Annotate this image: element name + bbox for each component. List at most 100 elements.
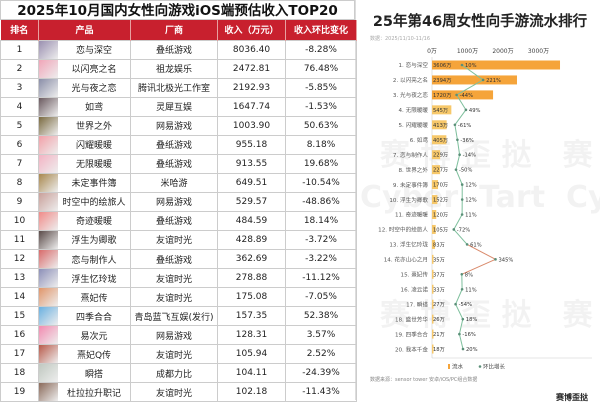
growth-point — [494, 258, 497, 261]
data-source: 数据来源：sensor tower 安卓/iOS/PC组合数据 — [370, 376, 477, 383]
product-name: 熹妃Q传 — [58, 351, 111, 361]
revenue-cell: 278.88 — [218, 269, 286, 288]
publisher-cell: 米哈游 — [131, 173, 218, 192]
revenue-label: 35万 — [433, 256, 445, 263]
product-cell: 无限暖暖 — [39, 154, 131, 173]
rank-cell: 1 — [1, 40, 39, 59]
growth-label: 221% — [486, 78, 501, 84]
brand-label: 赛博歪挞 — [556, 392, 588, 403]
category-label: 20. 我本千金 — [395, 345, 428, 353]
revenue-cell: 128.31 — [218, 326, 286, 345]
revenue-label: 413万 — [433, 122, 448, 129]
growth-point — [461, 183, 464, 186]
revenue-label: 227万 — [433, 167, 448, 174]
growth-label: -16% — [462, 332, 475, 338]
product-name: 杜拉拉升职记 — [48, 389, 121, 399]
growth-point — [462, 318, 465, 321]
growth-point — [454, 124, 457, 127]
game-icon — [39, 269, 58, 287]
category-label: 8. 世界之外 — [399, 166, 429, 174]
rank-cell: 6 — [1, 135, 39, 154]
game-icon — [39, 193, 58, 211]
revenue-cell: 2472.81 — [218, 59, 286, 78]
publisher-cell: 网易游戏 — [131, 192, 218, 211]
growth-point — [455, 168, 458, 171]
revenue-cell: 2192.93 — [218, 78, 286, 97]
change-cell: 8.18% — [286, 135, 357, 154]
growth-point — [458, 153, 461, 156]
game-icon — [39, 307, 58, 325]
revenue-label: 3606万 — [433, 62, 451, 69]
product-name: 熹妃传 — [61, 294, 107, 304]
revenue-label: 18万 — [433, 346, 445, 353]
x-tick-label: 1000万 — [457, 48, 478, 55]
growth-label: 49% — [469, 108, 481, 114]
publisher-cell: 友谊时光 — [131, 345, 218, 364]
legend-swatch-growth — [479, 365, 482, 368]
growth-label: 12% — [465, 198, 477, 204]
growth-label: 11% — [465, 287, 477, 293]
category-label: 2. 以闪亮之名 — [393, 76, 428, 84]
growth-label: 20% — [466, 347, 478, 353]
revenue-cell: 104.11 — [218, 364, 286, 383]
growth-label: 8% — [465, 272, 473, 278]
revenue-cell: 428.89 — [218, 230, 286, 249]
product-cell: 易次元 — [39, 326, 131, 345]
product-cell: 恋与制作人 — [39, 250, 131, 269]
change-cell: -7.05% — [286, 288, 357, 307]
change-cell: 52.38% — [286, 307, 357, 326]
rank-cell: 5 — [1, 116, 39, 135]
x-tick-label: 0万 — [427, 48, 437, 55]
category-label: 12. 时空中的绘旅人 — [378, 226, 428, 234]
product-cell: 熹妃Q传 — [39, 345, 131, 364]
x-tick-label: 2000万 — [492, 48, 513, 55]
category-label: 5. 闪耀暖暖 — [399, 121, 429, 129]
revenue-label: 2394万 — [433, 77, 451, 84]
column-header: 厂商 — [131, 20, 218, 40]
revenue-cell: 157.35 — [218, 307, 286, 326]
product-cell: 以闪亮之名 — [39, 59, 131, 78]
product-name: 四季合合 — [57, 313, 112, 323]
publisher-cell: 叠纸游戏 — [131, 154, 218, 173]
revenue-label: 545万 — [433, 107, 448, 114]
growth-point — [462, 348, 465, 351]
publisher-cell: 成都力比 — [131, 364, 218, 383]
column-header: 排名 — [1, 20, 39, 40]
revenue-cell: 102.18 — [218, 383, 286, 402]
revenue-cell: 362.69 — [218, 250, 286, 269]
change-cell: 18.14% — [286, 211, 357, 230]
publisher-cell: 灵犀互娱 — [131, 97, 218, 116]
revenue-label: 21万 — [433, 331, 445, 338]
growth-label: 345% — [499, 257, 514, 263]
revenue-cell: 529.57 — [218, 192, 286, 211]
category-label: 14. 花亦山心之月 — [384, 256, 428, 264]
change-cell: 3.57% — [286, 326, 357, 345]
game-icon — [39, 136, 58, 154]
revenue-cell: 175.08 — [218, 288, 286, 307]
change-cell: -10.54% — [286, 173, 357, 192]
rank-cell: 11 — [1, 230, 39, 249]
product-cell: 如鸢 — [39, 97, 131, 116]
growth-line-segment — [457, 140, 459, 155]
rank-cell: 12 — [1, 250, 39, 269]
rank-cell: 13 — [1, 269, 39, 288]
legend-revenue: 流水 — [452, 363, 464, 371]
revenue-cell: 649.51 — [218, 173, 286, 192]
growth-label: 61% — [470, 242, 482, 248]
publisher-cell: 腾讯北极光工作室 — [131, 78, 218, 97]
category-label: 3. 光与夜之恋 — [393, 91, 428, 99]
change-cell: 76.48% — [286, 59, 357, 78]
revenue-label: 105万 — [433, 226, 448, 233]
product-cell: 闪耀暖暖 — [39, 135, 131, 154]
product-cell: 浮生为卿歌 — [39, 230, 131, 249]
revenue-label: 120万 — [433, 212, 448, 219]
publisher-cell: 青岛蓝飞互娱(发行) — [131, 307, 218, 326]
